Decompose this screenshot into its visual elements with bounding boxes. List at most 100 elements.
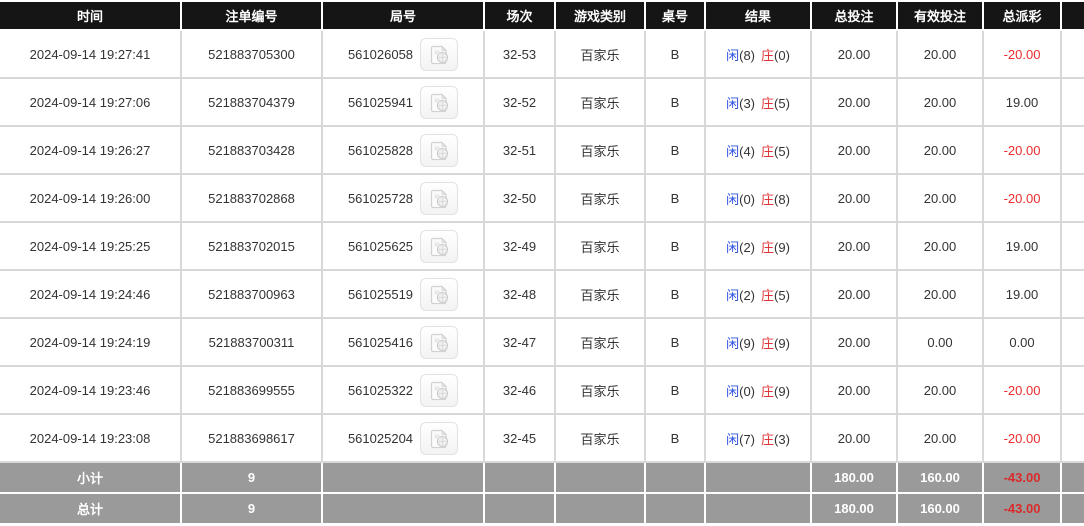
col-header-payout: 总派彩 [984, 0, 1062, 31]
total-empty-game [556, 494, 646, 525]
cell-payout: -20.00 [984, 367, 1062, 415]
result-player-score: (0) [739, 191, 755, 207]
result-banker-score: (3) [774, 431, 790, 447]
total-row: 总计 9 180.00 160.00 -43.00 [0, 494, 1084, 525]
cell-game-type: 百家乐 [556, 367, 646, 415]
cell-session: 32-50 [485, 175, 556, 223]
cell-bet-id: 521883699555 [182, 367, 323, 415]
cell-result: 闲(3) 庄(5) [706, 79, 812, 127]
cell-round: 561026058 [323, 31, 485, 79]
cell-table-no: B [646, 223, 706, 271]
subtotal-empty-table [646, 463, 706, 494]
cell-session: 32-46 [485, 367, 556, 415]
col-header-bet-id: 注单编号 [182, 0, 323, 31]
cell-time: 2024-09-14 19:26:00 [0, 175, 182, 223]
cell-extra [1062, 367, 1084, 415]
result-player-label: 闲 [726, 383, 740, 399]
view-result-button[interactable] [420, 421, 459, 455]
view-result-button[interactable] [420, 325, 459, 359]
cell-valid-bet: 20.00 [898, 79, 984, 127]
round-number: 561025828 [347, 142, 414, 158]
result-player-score: (4) [739, 143, 755, 159]
cell-total-bet: 20.00 [812, 79, 898, 127]
result-banker-score: (9) [774, 383, 790, 399]
total-payout: -43.00 [984, 494, 1062, 525]
result-player-score: (8) [739, 47, 755, 63]
col-header-extra [1062, 0, 1084, 31]
cell-total-bet: 20.00 [812, 319, 898, 367]
header-row: 时间 注单编号 局号 场次 游戏类别 桌号 结果 总投注 有效投注 总派彩 [0, 0, 1084, 31]
media-file-icon [428, 284, 451, 305]
cell-valid-bet: 0.00 [898, 319, 984, 367]
total-label: 总计 [0, 494, 182, 525]
result-banker-score: (5) [774, 143, 790, 159]
view-result-button[interactable] [420, 373, 459, 407]
cell-valid-bet: 20.00 [898, 127, 984, 175]
cell-payout: -20.00 [984, 31, 1062, 79]
cell-bet-id: 521883702868 [182, 175, 323, 223]
table-row: 2024-09-14 19:23:08 521883698617 5610252… [0, 415, 1084, 463]
result-player-score: (7) [739, 431, 755, 447]
cell-time: 2024-09-14 19:25:25 [0, 223, 182, 271]
result-banker-label: 庄 [761, 143, 775, 159]
view-result-button[interactable] [420, 229, 459, 263]
cell-time: 2024-09-14 19:27:41 [0, 31, 182, 79]
cell-table-no: B [646, 175, 706, 223]
cell-round: 561025828 [323, 127, 485, 175]
cell-round: 561025728 [323, 175, 485, 223]
media-file-icon [428, 92, 451, 113]
result-banker-score: (8) [774, 191, 790, 207]
cell-time: 2024-09-14 19:23:46 [0, 367, 182, 415]
table-row: 2024-09-14 19:27:41 521883705300 5610260… [0, 31, 1084, 79]
view-result-button[interactable] [420, 85, 459, 119]
table-summary: 小计 9 180.00 160.00 -43.00 总计 9 180.00 16… [0, 463, 1084, 525]
subtotal-valid-bet: 160.00 [898, 463, 984, 494]
col-header-valid-bet: 有效投注 [898, 0, 984, 31]
cell-game-type: 百家乐 [556, 223, 646, 271]
total-empty-session [485, 494, 556, 525]
result-player-score: (2) [739, 239, 755, 255]
cell-payout: 19.00 [984, 271, 1062, 319]
total-total-bet: 180.00 [812, 494, 898, 525]
cell-table-no: B [646, 319, 706, 367]
result-player-label: 闲 [726, 431, 740, 447]
cell-extra [1062, 223, 1084, 271]
cell-round: 561025322 [323, 367, 485, 415]
cell-result: 闲(4) 庄(5) [706, 127, 812, 175]
cell-table-no: B [646, 271, 706, 319]
cell-bet-id: 521883705300 [182, 31, 323, 79]
table-row: 2024-09-14 19:24:19 521883700311 5610254… [0, 319, 1084, 367]
round-number: 561025519 [347, 286, 414, 302]
cell-payout: -20.00 [984, 415, 1062, 463]
cell-total-bet: 20.00 [812, 415, 898, 463]
cell-valid-bet: 20.00 [898, 175, 984, 223]
cell-round: 561025416 [323, 319, 485, 367]
subtotal-empty-extra [1062, 463, 1084, 494]
total-empty-table [646, 494, 706, 525]
cell-time: 2024-09-14 19:27:06 [0, 79, 182, 127]
view-result-button[interactable] [420, 277, 459, 311]
media-file-icon [428, 236, 451, 257]
cell-bet-id: 521883698617 [182, 415, 323, 463]
subtotal-count: 9 [182, 463, 323, 494]
cell-game-type: 百家乐 [556, 127, 646, 175]
view-result-button[interactable] [420, 37, 459, 71]
result-banker-score: (9) [774, 239, 790, 255]
cell-payout: 19.00 [984, 223, 1062, 271]
view-result-button[interactable] [420, 133, 459, 167]
cell-extra [1062, 31, 1084, 79]
round-number: 561026058 [347, 46, 414, 62]
result-banker-label: 庄 [761, 335, 775, 351]
cell-result: 闲(9) 庄(9) [706, 319, 812, 367]
subtotal-empty-session [485, 463, 556, 494]
media-file-icon [428, 188, 451, 209]
cell-extra [1062, 415, 1084, 463]
view-result-button[interactable] [420, 181, 459, 215]
cell-game-type: 百家乐 [556, 271, 646, 319]
cell-total-bet: 20.00 [812, 175, 898, 223]
subtotal-payout: -43.00 [984, 463, 1062, 494]
subtotal-row: 小计 9 180.00 160.00 -43.00 [0, 463, 1084, 494]
result-banker-label: 庄 [761, 383, 775, 399]
cell-payout: -20.00 [984, 127, 1062, 175]
result-banker-label: 庄 [761, 239, 775, 255]
